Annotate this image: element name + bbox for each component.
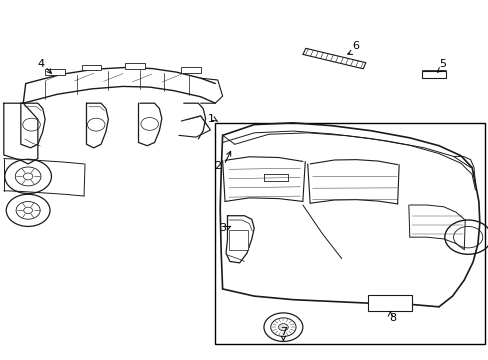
Bar [125, 63, 144, 68]
Bar [45, 69, 64, 75]
Text: 6: 6 [351, 41, 358, 51]
Bar [181, 67, 201, 73]
Bar [368, 295, 411, 311]
Bar [228, 230, 248, 249]
Circle shape [278, 324, 287, 331]
Bar [81, 64, 101, 70]
Bar [422, 71, 445, 78]
Text: 8: 8 [388, 313, 396, 323]
Text: 3: 3 [219, 223, 225, 233]
Text: 7: 7 [279, 327, 286, 337]
Bar [215, 123, 484, 344]
Text: 1: 1 [207, 114, 214, 124]
Text: 4: 4 [37, 59, 44, 69]
Text: 5: 5 [439, 59, 446, 69]
Text: 2: 2 [214, 161, 221, 171]
